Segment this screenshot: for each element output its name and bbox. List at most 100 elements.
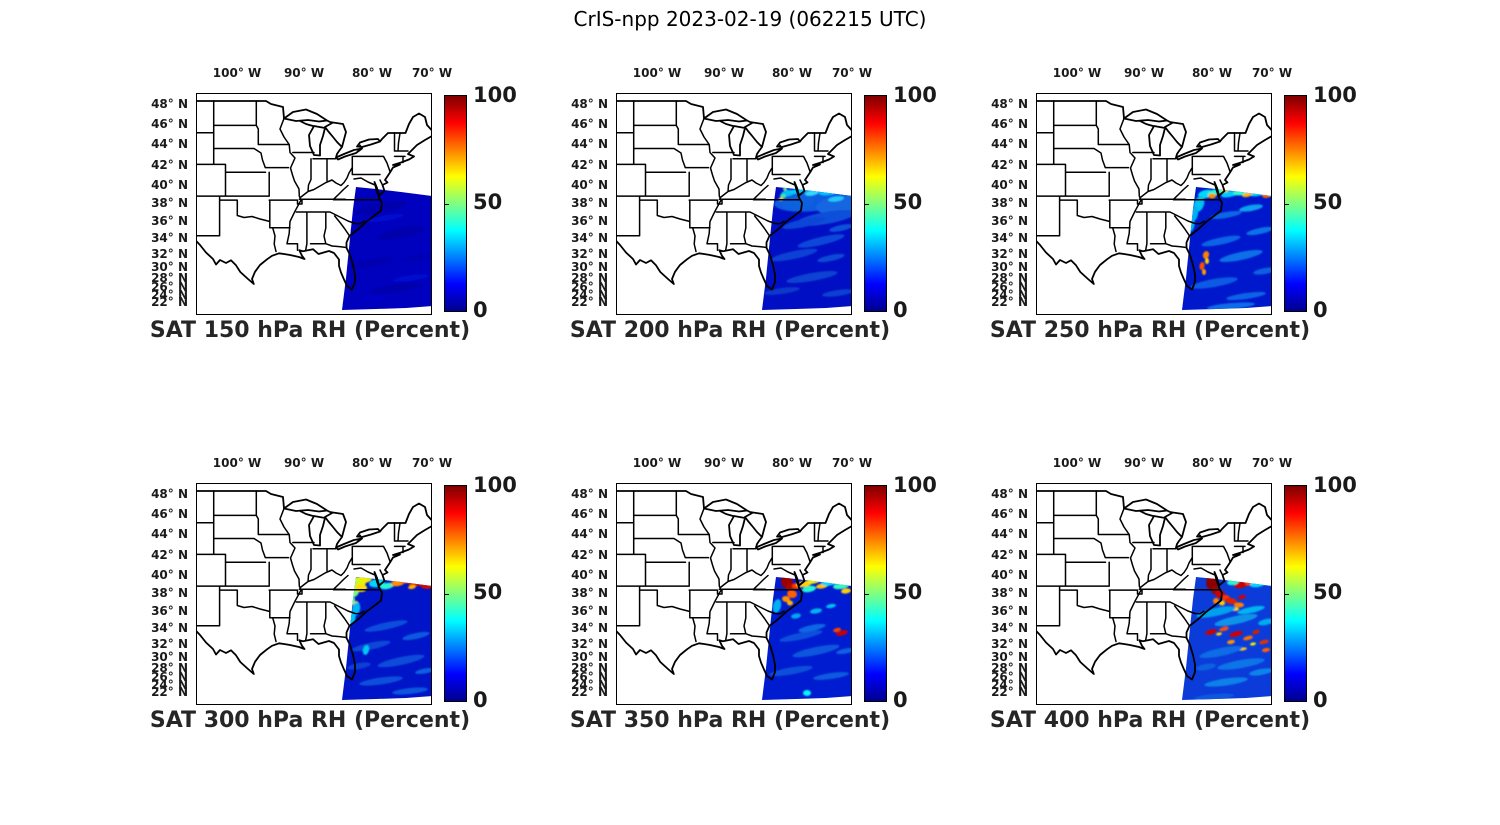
panel-title-200hpa: SAT 200 hPa RH (Percent) xyxy=(569,318,891,343)
colorbar-mid-tick xyxy=(1285,593,1289,595)
lon-tick-label-80w: 80° W xyxy=(771,456,813,470)
colorbar xyxy=(864,485,887,702)
lat-tick-label-46n: 46° N xyxy=(571,507,608,521)
map-frame xyxy=(1036,93,1272,315)
map-frame xyxy=(196,93,432,315)
colorbar xyxy=(864,95,887,312)
lat-tick-label-32n: 32° N xyxy=(991,637,1028,651)
colorbar xyxy=(444,485,467,702)
lat-tick-label-42n: 42° N xyxy=(151,548,188,562)
lon-tick-label-70w: 70° W xyxy=(831,66,873,80)
lat-tick-label-40n: 40° N xyxy=(991,178,1028,192)
lat-tick-label-24n: 24° N xyxy=(991,288,1028,302)
lat-tick-label-46n: 46° N xyxy=(991,117,1028,131)
map-box-sat-300-hpa xyxy=(196,483,432,705)
lat-tick-label-44n: 44° N xyxy=(571,527,608,541)
lat-tick-label-36n: 36° N xyxy=(151,214,188,228)
map-box-sat-150-hpa xyxy=(196,93,432,315)
lon-tick-label-70w: 70° W xyxy=(1251,456,1293,470)
panel-sat-200-hpa: 100° W 90° W 80° W 70° W 48° N 46° N 44° N 42° … xyxy=(550,58,970,368)
lat-tick-label-36n: 36° N xyxy=(571,214,608,228)
lat-tick-label-44n: 44° N xyxy=(991,527,1028,541)
lat-tick-label-38n: 38° N xyxy=(571,196,608,210)
lon-tick-label-100w: 100° W xyxy=(632,66,682,80)
map-svg-sat-250-hpa xyxy=(1036,93,1272,315)
satellite-swath xyxy=(762,187,851,310)
lon-tick-label-100w: 100° W xyxy=(632,456,682,470)
panel-sat-250-hpa: 100° W 90° W 80° W 70° W 48° N 46° N 44° N 42° … xyxy=(970,58,1390,368)
lat-tick-label-30n: 30° N xyxy=(571,650,608,664)
colorbar-tick-label-50: 50 xyxy=(1313,580,1343,604)
panel-title-300hpa: SAT 300 hPa RH (Percent) xyxy=(149,708,471,733)
lon-tick-label-80w: 80° W xyxy=(1191,66,1233,80)
lon-tick-label-90w: 90° W xyxy=(1123,66,1165,80)
panel-sat-150-hpa: 100° W 90° W 80° W 70° W 48° N 46° N 44° N 42° … xyxy=(130,58,550,368)
lat-tick-label-28n: 28° N xyxy=(991,271,1028,285)
colorbar-tick-label-100: 100 xyxy=(1313,473,1357,497)
lat-tick-label-24n: 24° N xyxy=(151,678,188,692)
lat-tick-label-46n: 46° N xyxy=(571,117,608,131)
lat-tick-label-40n: 40° N xyxy=(991,568,1028,582)
lat-tick-label-24n: 24° N xyxy=(151,288,188,302)
lat-tick-label-30n: 30° N xyxy=(151,650,188,664)
map-svg-sat-150-hpa xyxy=(196,93,432,315)
lat-tick-label-40n: 40° N xyxy=(151,568,188,582)
lat-tick-label-34n: 34° N xyxy=(571,621,608,635)
colorbar-tick-label-0: 0 xyxy=(473,298,488,322)
colorbar-tick-label-50: 50 xyxy=(473,580,503,604)
lat-tick-label-40n: 40° N xyxy=(571,178,608,192)
lon-tick-label-100w: 100° W xyxy=(1052,66,1102,80)
lat-tick-label-42n: 42° N xyxy=(571,548,608,562)
lon-tick-label-90w: 90° W xyxy=(283,66,325,80)
lat-tick-label-44n: 44° N xyxy=(571,137,608,151)
map-box-sat-350-hpa xyxy=(616,483,852,705)
colorbar-tick-label-50: 50 xyxy=(473,190,503,214)
lat-tick-label-32n: 32° N xyxy=(571,247,608,261)
lat-tick-label-22n: 22° N xyxy=(151,295,188,309)
lat-tick-label-22n: 22° N xyxy=(571,685,608,699)
panel-title-250hpa: SAT 250 hPa RH (Percent) xyxy=(989,318,1311,343)
lon-tick-label-70w: 70° W xyxy=(411,456,453,470)
colorbar-mid-tick xyxy=(865,203,869,205)
lat-tick-label-42n: 42° N xyxy=(991,158,1028,172)
colorbar-mid-tick xyxy=(445,593,449,595)
map-svg-sat-300-hpa xyxy=(196,483,432,705)
map-svg-sat-400-hpa xyxy=(1036,483,1272,705)
lon-tick-label-80w: 80° W xyxy=(351,456,393,470)
lat-tick-label-26n: 26° N xyxy=(571,280,608,294)
panel-title-400hpa: SAT 400 hPa RH (Percent) xyxy=(989,708,1311,733)
lat-tick-label-38n: 38° N xyxy=(151,196,188,210)
colorbar-tick-label-100: 100 xyxy=(893,83,937,107)
colorbar-tick-label-100: 100 xyxy=(473,83,517,107)
lon-tick-label-70w: 70° W xyxy=(1251,66,1293,80)
lat-tick-label-34n: 34° N xyxy=(151,621,188,635)
lat-tick-label-32n: 32° N xyxy=(151,247,188,261)
satellite-swath xyxy=(1182,187,1271,310)
lat-tick-label-24n: 24° N xyxy=(991,678,1028,692)
lat-tick-label-26n: 26° N xyxy=(991,670,1028,684)
lat-tick-label-46n: 46° N xyxy=(151,507,188,521)
lat-tick-label-44n: 44° N xyxy=(151,137,188,151)
lat-tick-label-28n: 28° N xyxy=(571,271,608,285)
lon-tick-label-90w: 90° W xyxy=(1123,456,1165,470)
lat-tick-label-44n: 44° N xyxy=(991,137,1028,151)
lon-tick-label-100w: 100° W xyxy=(212,66,262,80)
lat-tick-label-42n: 42° N xyxy=(571,158,608,172)
lon-tick-label-100w: 100° W xyxy=(1052,456,1102,470)
lat-tick-label-36n: 36° N xyxy=(571,604,608,618)
lat-tick-label-30n: 30° N xyxy=(151,260,188,274)
map-box-sat-400-hpa xyxy=(1036,483,1272,705)
panel-sat-400-hpa: 100° W 90° W 80° W 70° W 48° N 46° N 44° N 42° … xyxy=(970,448,1390,758)
map-frame xyxy=(616,93,852,315)
satellite-swath xyxy=(342,187,431,310)
lat-tick-label-34n: 34° N xyxy=(991,621,1028,635)
lat-tick-label-40n: 40° N xyxy=(151,178,188,192)
colorbar-tick-label-50: 50 xyxy=(893,190,923,214)
lat-tick-label-42n: 42° N xyxy=(991,548,1028,562)
colorbar-mid-tick xyxy=(865,593,869,595)
lat-tick-label-26n: 26° N xyxy=(991,280,1028,294)
colorbar-tick-label-100: 100 xyxy=(893,473,937,497)
lat-tick-label-22n: 22° N xyxy=(991,685,1028,699)
colorbar xyxy=(444,95,467,312)
